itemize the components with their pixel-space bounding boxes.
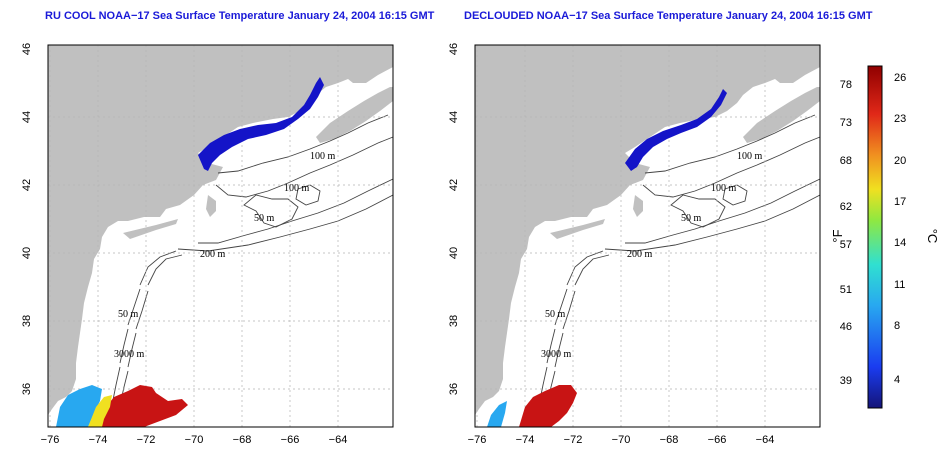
left-contour-label: 100 m [284, 183, 310, 194]
celsius-tick-label: 20 [894, 155, 906, 167]
right-coastal-sst-patch [487, 401, 507, 427]
right-contour-label: 100 m [711, 183, 737, 194]
left-midshelf-sst-patch [88, 395, 112, 427]
fahrenheit-tick-label: 39 [840, 375, 852, 387]
celsius-tick-label: 26 [894, 72, 906, 84]
celsius-tick-label: 23 [894, 113, 906, 125]
y-tick-label: 36 [448, 383, 460, 395]
fahrenheit-tick-label: 46 [840, 321, 852, 333]
left-contour-label: 3000 m [114, 349, 145, 360]
fahrenheit-tick-label: 68 [840, 155, 852, 167]
left-contour-label: 100 m [310, 151, 336, 162]
left-contour-label: 50 m [254, 213, 275, 224]
left-coastal-sst-patch [56, 385, 102, 427]
fahrenheit-unit-label: °F [830, 229, 845, 242]
right-map-title: DECLOUDED NOAA−17 Sea Surface Temperatur… [464, 10, 873, 22]
y-tick-label: 42 [21, 179, 33, 191]
right-warm-sst-patch [519, 385, 577, 427]
right-x-axis: −76 −74 −72 −70 −68 −66 −64 [468, 434, 775, 446]
x-tick-label: −68 [660, 434, 679, 446]
left-cold-sst-patch [198, 77, 324, 171]
y-tick-label: 46 [448, 43, 460, 55]
x-tick-label: −76 [41, 434, 60, 446]
x-tick-label: −72 [564, 434, 583, 446]
x-tick-label: −68 [233, 434, 252, 446]
right-contour-label: 50 m [681, 213, 702, 224]
y-tick-label: 38 [448, 315, 460, 327]
right-map: 100 m 100 m 50 m 200 m 50 m 3000 m −76 −… [448, 43, 821, 446]
left-y-axis: 36 38 40 42 44 46 [21, 43, 33, 395]
celsius-tick-label: 17 [894, 196, 906, 208]
left-contour-label: 200 m [200, 249, 226, 260]
right-contour-label: 200 m [627, 249, 653, 260]
left-map-frame [47, 44, 394, 428]
x-tick-label: −66 [281, 434, 300, 446]
y-tick-label: 40 [21, 247, 33, 259]
x-tick-label: −72 [137, 434, 156, 446]
celsius-tick-label: 8 [894, 320, 900, 332]
x-tick-label: −70 [612, 434, 631, 446]
right-y-axis: 36 38 40 42 44 46 [448, 43, 460, 395]
left-map-title: RU COOL NOAA−17 Sea Surface Temperature … [45, 10, 435, 22]
colorbar-gradient [867, 65, 883, 409]
y-tick-label: 46 [21, 43, 33, 55]
y-tick-label: 44 [21, 111, 33, 123]
y-tick-label: 36 [21, 383, 33, 395]
fahrenheit-tick-label: 51 [840, 284, 852, 296]
fahrenheit-tick-label: 62 [840, 201, 852, 213]
right-map-frame [474, 44, 821, 428]
y-tick-label: 38 [21, 315, 33, 327]
x-tick-label: −74 [516, 434, 535, 446]
fahrenheit-tick-label: 73 [840, 117, 852, 129]
x-tick-label: −74 [89, 434, 108, 446]
y-tick-label: 40 [448, 247, 460, 259]
x-tick-label: −64 [756, 434, 775, 446]
celsius-tick-label: 4 [894, 374, 900, 386]
left-contour-label: 50 m [118, 309, 139, 320]
right-contour-label: 100 m [737, 151, 763, 162]
x-tick-label: −76 [468, 434, 487, 446]
celsius-unit-label: °C [925, 229, 940, 244]
right-contour-label: 50 m [545, 309, 566, 320]
right-cold-sst-patch [625, 89, 727, 171]
fahrenheit-tick-label: 78 [840, 79, 852, 91]
fahrenheit-tick-label: 57 [840, 239, 852, 251]
temperature-colorbar: 78 73 68 62 57 51 46 39 26 23 20 17 14 1… [830, 65, 940, 409]
celsius-tick-label: 14 [894, 237, 906, 249]
x-tick-label: −70 [185, 434, 204, 446]
celsius-tick-label: 11 [894, 279, 905, 291]
right-contour-label: 3000 m [541, 349, 572, 360]
left-x-axis: −76 −74 −72 −70 −68 −66 −64 [41, 434, 348, 446]
left-warm-sst-patch [98, 385, 188, 427]
left-map: 100 m 100 m 50 m 200 m 50 m 3000 m −76 −… [21, 43, 394, 446]
x-tick-label: −66 [708, 434, 727, 446]
y-tick-label: 42 [448, 179, 460, 191]
x-tick-label: −64 [329, 434, 348, 446]
y-tick-label: 44 [448, 111, 460, 123]
